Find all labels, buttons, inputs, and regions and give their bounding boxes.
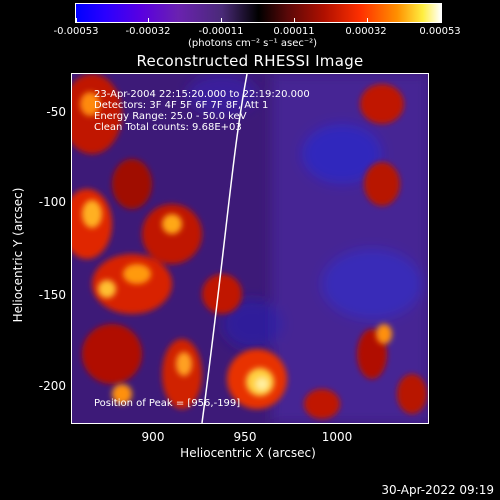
info-detectors: Detectors: 3F 4F 5F 6F 7F 8F, Att 1 [94, 100, 269, 111]
colorbar-tick-label: -0.00011 [198, 26, 244, 37]
colorbar-tick-label: 0.00053 [419, 26, 461, 37]
heatmap-image [72, 74, 428, 423]
x-tick-label: 950 [233, 430, 257, 444]
y-tick-label: -150 [38, 288, 66, 302]
colorbar-tick-label: -0.00053 [53, 26, 99, 37]
y-tick-label: -200 [38, 379, 66, 393]
x-axis-label: Heliocentric X (arcsec) [180, 446, 316, 460]
y-tick-label: -100 [38, 195, 66, 209]
info-clean: Clean Total counts: 9.68E+03 [94, 122, 242, 133]
colorbar-units: (photons cm⁻² s⁻¹ asec⁻²) [188, 38, 318, 49]
info-energy: Energy Range: 25.0 - 50.0 keV [94, 111, 247, 122]
colorbar-tick-label: 0.00011 [273, 26, 315, 37]
colorbar [75, 3, 442, 23]
rhessi-image: 23-Apr-2004 22:15:20.000 to 22:19:20.000… [71, 73, 429, 424]
y-axis-label: Heliocentric Y (arcsec) [11, 187, 25, 323]
colorbar-tick-label: 0.00032 [345, 26, 387, 37]
x-tick-label: 900 [141, 430, 165, 444]
y-tick-label: -50 [46, 105, 66, 119]
limb-line [201, 74, 248, 423]
info-time: 23-Apr-2004 22:15:20.000 to 22:19:20.000 [94, 89, 310, 100]
timestamp: 30-Apr-2022 09:19 [381, 483, 494, 497]
x-tick-label: 1000 [321, 430, 353, 444]
peak-position: Position of Peak = [956,-199] [94, 398, 241, 409]
colorbar-tick-label: -0.00032 [125, 26, 171, 37]
plot-title: Reconstructed RHESSI Image [136, 52, 364, 70]
